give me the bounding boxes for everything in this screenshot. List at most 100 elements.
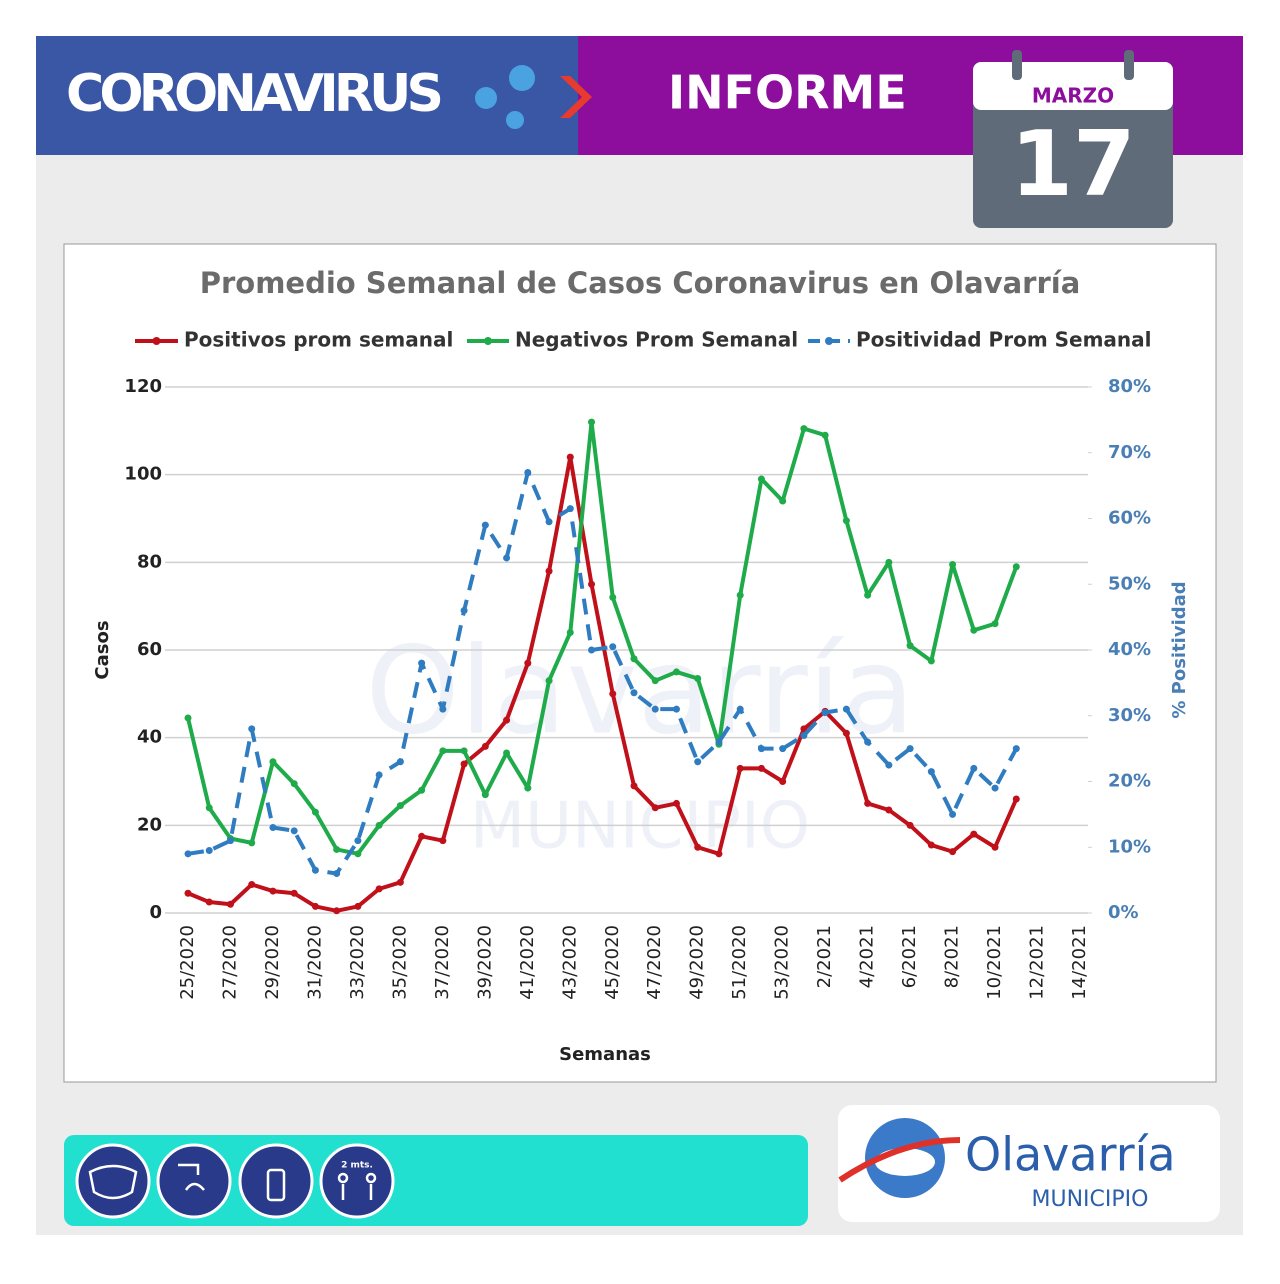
point: [439, 837, 447, 845]
x-tick-label: 47/2020: [644, 925, 665, 1000]
x-tick-label: 12/2021: [1027, 925, 1048, 1000]
y-tick-label: 0: [149, 902, 162, 923]
point: [906, 642, 914, 650]
point: [779, 745, 787, 753]
point: [184, 850, 192, 858]
point: [1012, 745, 1020, 753]
point: [333, 845, 341, 853]
y2-tick-label: 0%: [1108, 902, 1139, 923]
series-line: [186, 420, 1019, 856]
point: [545, 677, 553, 685]
point: [503, 716, 511, 724]
x-tick-label: 29/2020: [262, 925, 283, 1000]
y-tick-label: 100: [124, 464, 162, 485]
x-tick-label: 49/2020: [687, 925, 708, 1000]
point: [651, 804, 659, 812]
y2-axis-label: % Positividad: [1169, 581, 1190, 718]
y2-tick-label: 80%: [1108, 376, 1151, 397]
legend-dot: [152, 337, 161, 345]
y-tick-label: 40: [137, 727, 162, 748]
point: [906, 821, 914, 829]
point: [821, 708, 829, 716]
point: [503, 554, 511, 562]
x-tick-label: 39/2020: [474, 925, 495, 1000]
point: [311, 808, 319, 816]
point: [864, 738, 872, 746]
point: [651, 677, 659, 685]
point: [311, 866, 319, 874]
point: [354, 902, 362, 910]
x-tick-label: 14/2021: [1069, 925, 1090, 1000]
point: [481, 521, 489, 529]
point: [864, 591, 872, 599]
point: [736, 764, 744, 772]
point: [991, 843, 999, 851]
point: [885, 761, 893, 769]
legend-dot: [825, 337, 833, 345]
watermark: Olavarría: [365, 623, 914, 762]
point: [545, 518, 553, 526]
point: [588, 646, 596, 654]
chevron: [560, 76, 592, 118]
point: [354, 837, 362, 845]
point: [333, 870, 341, 878]
point: [184, 889, 192, 897]
calendar-day: 17: [1010, 112, 1135, 217]
x-tick-label: 4/2021: [857, 925, 878, 988]
chart-title: Promedio Semanal de Casos Coronavirus en…: [200, 266, 1081, 300]
y2-tick-label: 70%: [1108, 442, 1151, 463]
point: [672, 799, 680, 807]
point: [545, 567, 553, 575]
point: [736, 705, 744, 713]
x-tick-label: 51/2020: [729, 925, 750, 1000]
point: [524, 784, 532, 792]
point: [205, 898, 213, 906]
x-tick-label: 6/2021: [899, 925, 920, 988]
series-line: [187, 470, 1019, 876]
x-tick-label: 8/2021: [942, 925, 963, 988]
point: [694, 758, 702, 766]
point: [694, 674, 702, 682]
x-tick-label: 33/2020: [347, 925, 368, 1000]
point: [864, 799, 872, 807]
x-tick-label: 35/2020: [389, 925, 410, 1000]
point: [927, 657, 935, 665]
point: [842, 705, 850, 713]
point: [375, 821, 383, 829]
point: [481, 791, 489, 799]
logo-subtitle: MUNICIPIO: [1032, 1187, 1149, 1212]
logo-mark: [838, 1118, 961, 1198]
point: [949, 848, 957, 856]
point: [566, 628, 574, 636]
point: [609, 593, 617, 601]
point: [757, 475, 765, 483]
point: [524, 659, 532, 667]
point: [949, 561, 957, 569]
point: [375, 771, 383, 779]
point: [842, 517, 850, 525]
point: [418, 659, 426, 667]
distance-label: 2 mts.: [341, 1161, 373, 1171]
point: [609, 690, 617, 698]
point: [566, 453, 574, 461]
point: [609, 643, 617, 651]
point: [672, 668, 680, 676]
calendar-month: MARZO: [1032, 84, 1114, 108]
point: [588, 580, 596, 588]
point: [630, 655, 638, 663]
point: [800, 731, 808, 739]
point: [184, 714, 192, 722]
point: [290, 889, 298, 897]
legend-label: Positivos prom semanal: [184, 328, 453, 352]
watermark-sub: MUNICIPIO: [470, 790, 810, 864]
point: [779, 778, 787, 785]
point: [715, 850, 723, 858]
point: [311, 902, 319, 910]
x-tick-label: 27/2020: [219, 925, 240, 1000]
point: [524, 468, 532, 476]
y2-tick-label: 20%: [1108, 771, 1151, 792]
x-tick-label: 25/2020: [177, 925, 198, 1000]
y2-tick-label: 50%: [1108, 573, 1151, 594]
point: [354, 850, 362, 858]
